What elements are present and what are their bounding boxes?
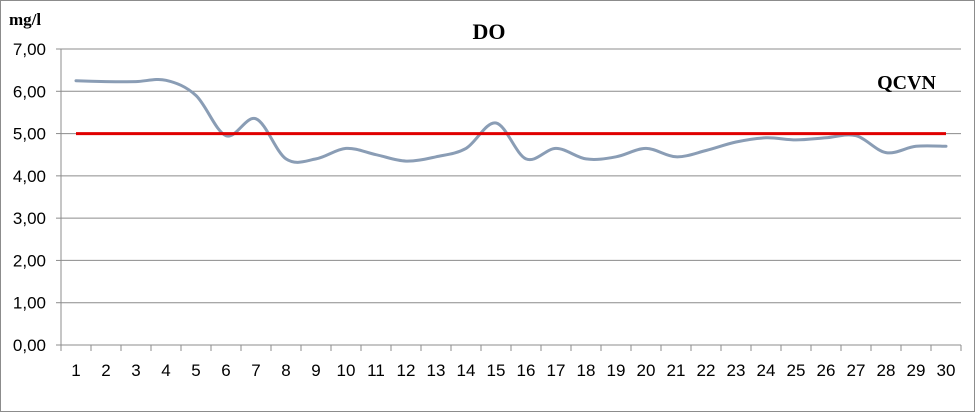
x-tick-label: 13 bbox=[427, 361, 446, 380]
x-tick-label: 3 bbox=[131, 361, 140, 380]
x-tick-label: 1 bbox=[71, 361, 80, 380]
chart-title: DO bbox=[473, 19, 506, 44]
label-layer: 0,001,002,003,004,005,006,007,001 2 3 4 5 6 7 8… bbox=[13, 40, 956, 380]
x-tick-label: 11 bbox=[367, 361, 385, 380]
y-tick-label: 7,00 bbox=[13, 40, 46, 59]
x-tick-label: 29 bbox=[907, 361, 926, 380]
x-tick-label: 6 bbox=[221, 361, 230, 380]
x-tick-label: 19 bbox=[607, 361, 626, 380]
x-tick-label: 22 bbox=[697, 361, 716, 380]
y-tick-label: 5,00 bbox=[13, 125, 46, 144]
y-tick-label: 0,00 bbox=[13, 336, 46, 355]
series-layer bbox=[74, 77, 948, 164]
x-tick-label: 21 bbox=[667, 361, 686, 380]
y-axis-unit: mg/l bbox=[9, 10, 41, 29]
y-tick-label: 4,00 bbox=[13, 167, 46, 186]
x-tick-label: 4 bbox=[161, 361, 170, 380]
x-tick-label: 8 bbox=[281, 361, 290, 380]
x-tick-label: 17 bbox=[547, 361, 566, 380]
x-tick-label: 10 bbox=[337, 361, 356, 380]
y-tick-label: 6,00 bbox=[13, 82, 46, 101]
reference-line-label: QCVN bbox=[877, 72, 936, 94]
x-tick-label: 18 bbox=[577, 361, 596, 380]
x-tick-label: 15 bbox=[487, 361, 506, 380]
x-tick-label: 25 bbox=[787, 361, 806, 380]
x-tick-label: 9 bbox=[311, 361, 320, 380]
x-tick-label: 12 bbox=[397, 361, 416, 380]
x-tick-label: 16 bbox=[517, 361, 536, 380]
x-tick-label: 28 bbox=[877, 361, 896, 380]
x-tick-label: 14 bbox=[457, 361, 476, 380]
y-tick-label: 3,00 bbox=[13, 209, 46, 228]
x-tick-label: 23 bbox=[727, 361, 746, 380]
series-line-do bbox=[74, 77, 948, 164]
x-tick-label: 20 bbox=[637, 361, 656, 380]
grid-layer bbox=[61, 48, 961, 304]
y-tick-label: 1,00 bbox=[13, 294, 46, 313]
x-tick-label: 2 bbox=[101, 361, 110, 380]
x-tick-label: 7 bbox=[251, 361, 260, 380]
axis-layer bbox=[56, 48, 962, 351]
x-tick-label: 30 bbox=[937, 361, 956, 380]
x-tick-label: 5 bbox=[191, 361, 200, 380]
x-tick-label: 27 bbox=[847, 361, 866, 380]
y-tick-label: 2,00 bbox=[13, 251, 46, 270]
x-tick-label: 26 bbox=[817, 361, 836, 380]
x-tick-label: 24 bbox=[757, 361, 776, 380]
